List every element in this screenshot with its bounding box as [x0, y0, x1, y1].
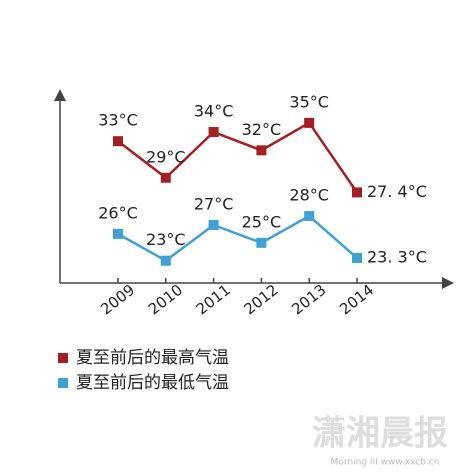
data-label: 28°C	[289, 186, 329, 205]
point	[352, 187, 362, 198]
point	[304, 211, 315, 222]
x-tick-label: 2009	[97, 281, 138, 319]
series-line	[117, 121, 359, 194]
point	[256, 237, 267, 248]
legend-swatch	[58, 353, 68, 363]
point	[113, 136, 123, 147]
series-line	[117, 214, 358, 263]
data-label: 34°C	[194, 102, 234, 121]
point	[304, 117, 315, 128]
x-tick-label: 2010	[145, 281, 186, 319]
x-tick-label: 2014	[336, 281, 377, 319]
data-label: 32°C	[242, 120, 282, 139]
point	[160, 172, 171, 183]
data-label: 29°C	[146, 147, 186, 166]
point	[160, 255, 171, 266]
legend-label: 夏至前后的最高气温	[76, 348, 229, 368]
data-label: 33°C	[98, 111, 138, 130]
data-label: 23. 3°C	[367, 248, 427, 267]
x-tick-label: 2013	[288, 281, 329, 319]
data-label: 27°C	[194, 194, 234, 213]
point	[113, 228, 123, 239]
legend-label: 夏至前后的最低气温	[76, 373, 229, 393]
data-label: 23°C	[146, 230, 186, 249]
point	[208, 127, 219, 138]
point	[352, 253, 362, 264]
watermark-subtitle: Morning III www.xxcb.cn	[331, 458, 440, 468]
x-tick-label: 2011	[193, 281, 234, 319]
point	[208, 219, 219, 230]
watermark-title: 潇湘晨报	[312, 414, 448, 454]
legend-swatch	[58, 378, 68, 388]
data-label: 35°C	[289, 92, 329, 111]
data-label: 25°C	[242, 212, 282, 231]
data-label: 27. 4°C	[367, 182, 427, 201]
x-tick-label: 2012	[241, 281, 282, 319]
data-label: 26°C	[98, 203, 138, 222]
point	[256, 145, 267, 156]
